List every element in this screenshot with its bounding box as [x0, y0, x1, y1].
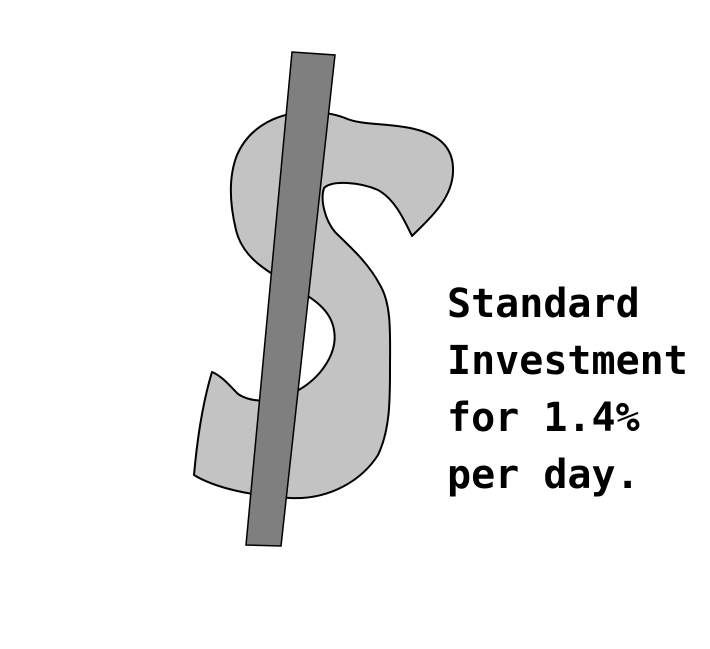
caption-line-3: for 1.4% [447, 395, 640, 441]
investment-caption: Standard Investment for 1.4% per day. [447, 276, 709, 504]
dollar-s-shape [193, 111, 455, 500]
dollar-bar [245, 51, 336, 547]
caption-line-2: Investment [447, 338, 688, 384]
caption-line-4: per day. [447, 452, 640, 498]
caption-line-1: Standard [447, 281, 640, 327]
